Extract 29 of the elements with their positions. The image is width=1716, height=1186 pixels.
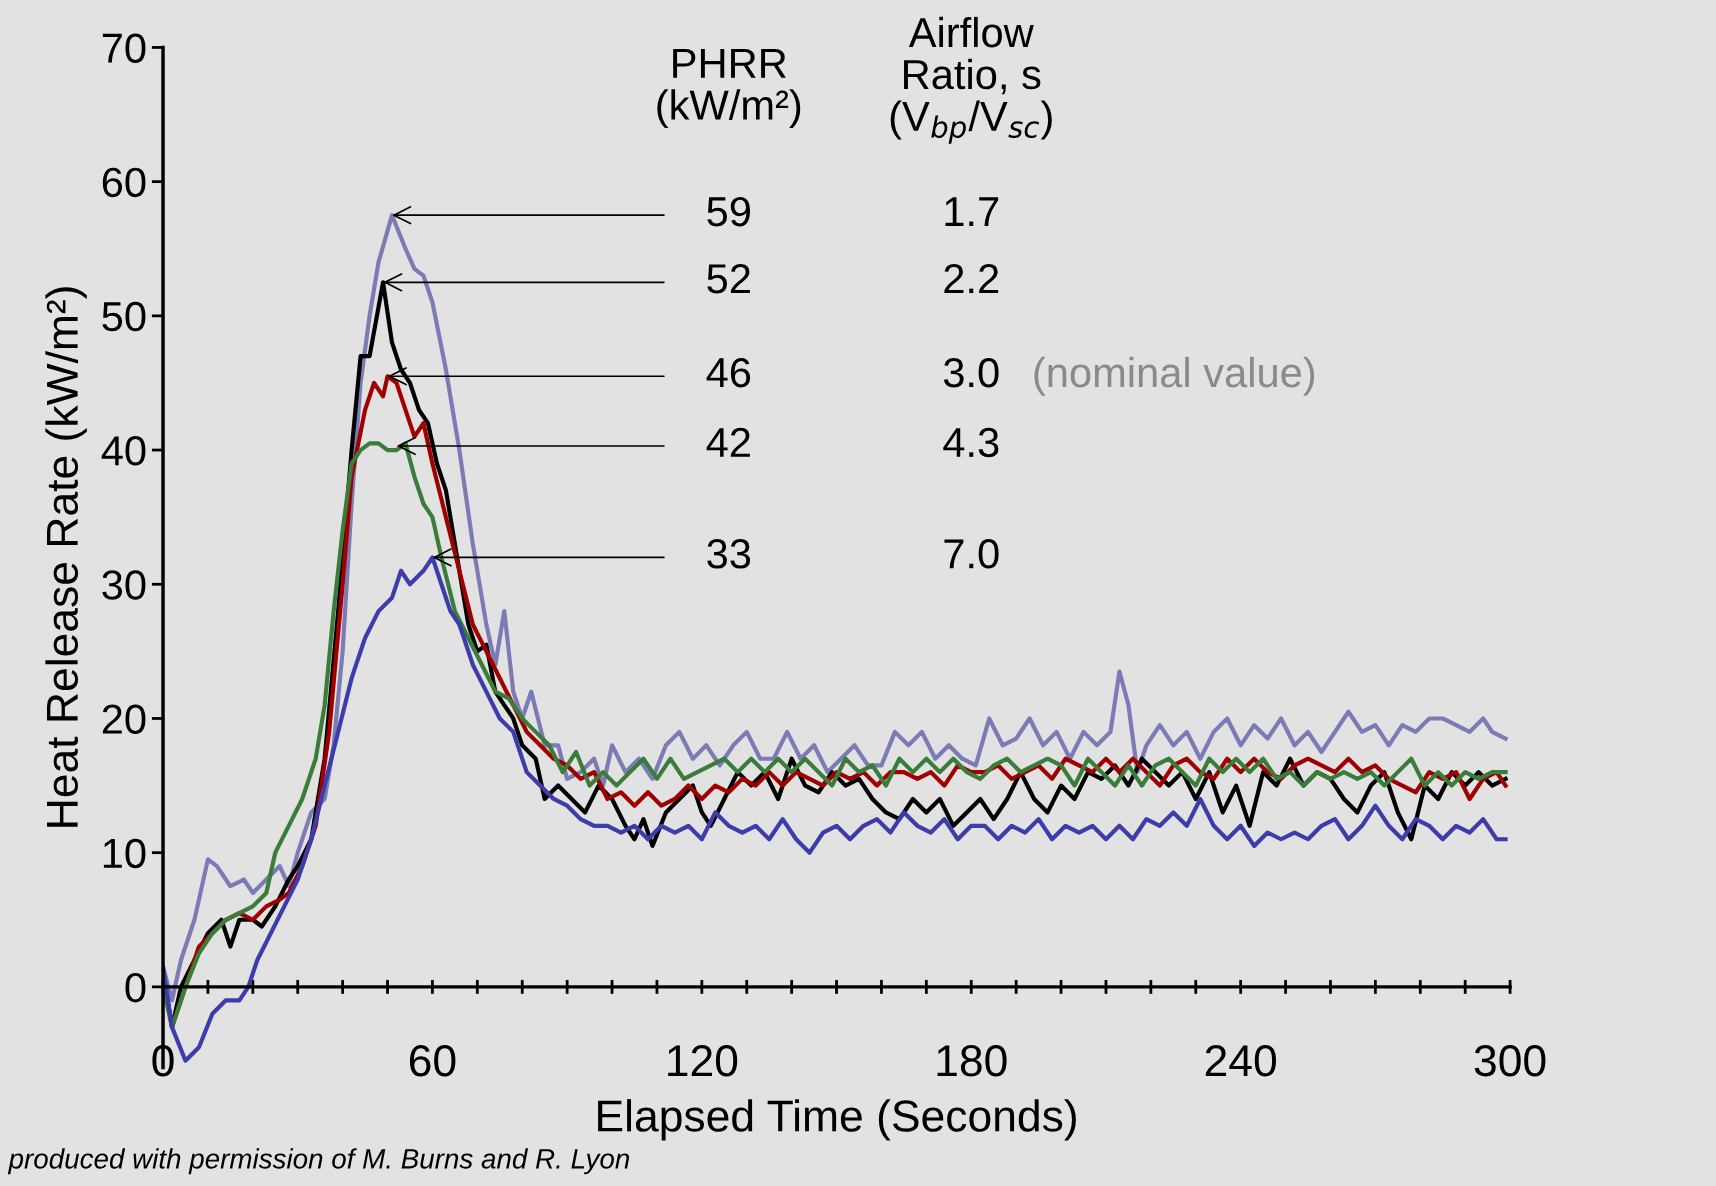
y-tick-label: 30: [102, 570, 146, 600]
annotation: 59: [707, 196, 750, 227]
text: produced with permission of M. Burns and R. Lyon: [7, 1148, 630, 1175]
annotation: 4.3: [943, 427, 999, 458]
annotation: 3.0: [943, 357, 999, 388]
x-tick-label: 60: [409, 1044, 456, 1077]
annotation: 52: [707, 263, 750, 294]
annotation: (nominal value): [1034, 356, 1315, 396]
y-tick-label: 20: [102, 704, 146, 734]
y-tick-label: 50: [102, 301, 146, 332]
annotation: 33: [707, 539, 751, 569]
annotation: 42: [706, 427, 750, 457]
annotation: 1.7: [945, 197, 999, 226]
x-tick-label: 180: [937, 1044, 1007, 1077]
annotation: 2.2: [944, 263, 999, 294]
x-axis-title: Elapsed Time (Seconds): [598, 1099, 1076, 1141]
annotation: Airflow Ratio, s (V$_{bp}$/V$_{sc}$): [890, 16, 1052, 144]
y-axis-title: Heat Release Rate (kW/m²): [45, 287, 87, 827]
x-tick-label: 120: [668, 1044, 738, 1077]
x-tick-label: 240: [1205, 1044, 1277, 1077]
x-tick-label: 300: [1474, 1044, 1546, 1077]
y-tick-label: 40: [101, 436, 146, 466]
y-tick-label: 60: [102, 167, 146, 198]
annotation: 46: [706, 357, 751, 388]
y-tick-label: 10: [103, 838, 146, 869]
annotation: PHRR (kW/m²): [657, 48, 801, 129]
y-tick-label: 0: [125, 972, 146, 1003]
y-tick-label: 70: [102, 33, 146, 63]
annotation: 7.0: [944, 539, 999, 569]
